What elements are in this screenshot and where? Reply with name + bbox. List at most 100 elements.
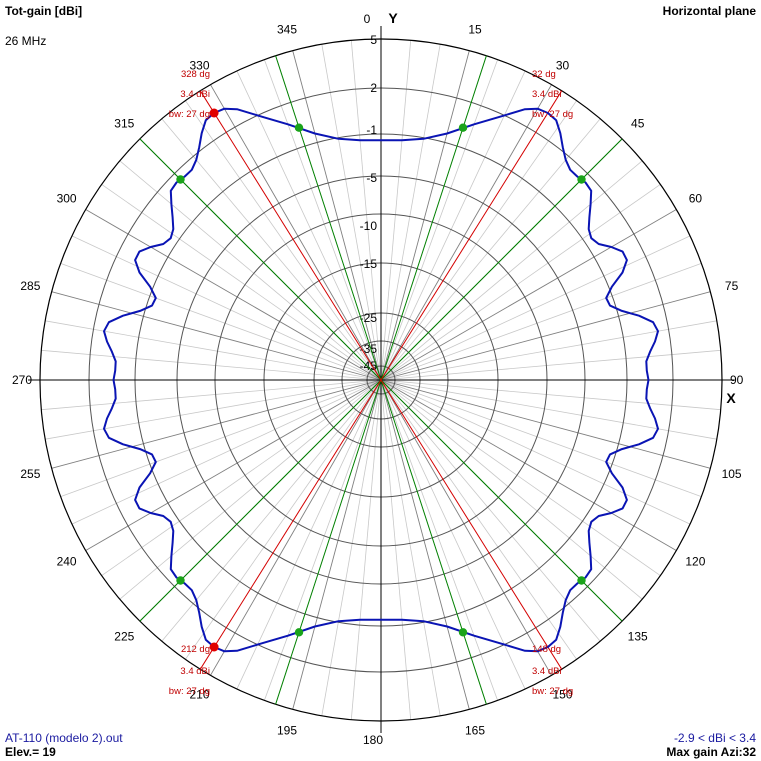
grid-spoke	[119, 379, 382, 600]
grid-spoke-major	[51, 379, 382, 469]
grid-spoke	[264, 59, 382, 381]
grid-spoke	[380, 100, 577, 381]
grid-spoke-major	[210, 84, 382, 381]
grid-spoke	[380, 379, 721, 411]
azimuth-label: 345	[277, 22, 297, 36]
max-gain-marker	[209, 108, 219, 118]
frequency-label: 26 MHz	[5, 34, 47, 48]
max-gain-line	[199, 379, 382, 670]
grid-spoke-major	[85, 379, 382, 551]
grid-spoke	[380, 70, 526, 381]
grid-spoke	[380, 235, 691, 381]
plane-label: Horizontal plane	[662, 4, 756, 18]
azimuth-label: 30	[556, 59, 570, 73]
ring-label: -1	[366, 123, 377, 137]
half-power-marker	[176, 175, 185, 184]
grid-spoke	[380, 379, 577, 660]
grid-spoke	[380, 379, 412, 720]
half-power-line	[275, 55, 382, 381]
half-power-line	[275, 379, 382, 705]
grid-spoke-major	[380, 379, 711, 469]
grid-spoke-major	[380, 84, 552, 381]
grid-spoke	[380, 263, 702, 381]
half-power-marker	[294, 123, 304, 132]
beam-gain-label: 3.4 dBi	[180, 666, 210, 677]
grid-spoke-major	[380, 379, 552, 676]
grid-spoke	[71, 235, 382, 381]
half-power-marker	[458, 628, 468, 637]
azimuth-label: 270	[12, 373, 32, 387]
azimuth-label: 315	[114, 116, 134, 130]
grid-spoke	[350, 40, 382, 381]
grid-spoke	[321, 379, 382, 716]
half-power-line	[380, 379, 487, 705]
grid-spoke	[185, 379, 382, 660]
grid-spoke-major	[380, 379, 677, 551]
grid-spoke	[380, 379, 498, 701]
half-power-line	[380, 55, 487, 381]
chart-title: Tot-gain [dBi]	[5, 4, 83, 18]
grid-spoke	[264, 379, 382, 701]
grid-spoke	[236, 379, 382, 690]
grid-spoke	[71, 379, 382, 525]
azimuth-label: 120	[685, 555, 705, 569]
grid-spoke-major	[51, 291, 382, 381]
ring-label: 5	[370, 33, 377, 47]
grid-spoke	[185, 100, 382, 381]
grid-spoke	[45, 379, 382, 440]
grid-spoke-major	[292, 379, 382, 710]
ring-label: 2	[370, 81, 377, 95]
grid-spoke	[119, 160, 382, 381]
gain-range-label: -2.9 < dBi < 3.4	[673, 731, 756, 745]
y-axis-letter: Y	[388, 10, 398, 26]
grid-spoke	[380, 379, 441, 716]
beam-angle-label: 328 dg	[181, 69, 210, 80]
max-gain-line	[380, 379, 563, 670]
grid-spoke	[236, 70, 382, 381]
half-power-marker	[294, 628, 304, 637]
azimuth-label: 240	[57, 555, 77, 569]
grid-spoke	[350, 379, 382, 720]
beam-angle-label: 148 dg	[532, 644, 561, 655]
max-gain-marker	[209, 642, 219, 652]
azimuth-label: 330	[189, 59, 209, 73]
azimuth-label: 165	[465, 724, 485, 738]
x-axis-letter: X	[726, 390, 736, 406]
grid-spoke	[380, 379, 601, 642]
grid-spoke	[41, 349, 382, 381]
azimuth-label: 285	[20, 279, 40, 293]
grid-spoke-major	[380, 379, 470, 710]
grid-spoke	[60, 379, 382, 497]
grid-spoke	[101, 379, 382, 576]
azimuth-label: 210	[189, 687, 209, 701]
grid-spoke-major	[380, 209, 677, 381]
azimuth-label: 75	[725, 279, 739, 293]
grid-spoke-major	[380, 291, 711, 381]
grid-spoke	[321, 44, 382, 381]
ring-label: -5	[366, 171, 377, 185]
grid-spoke	[380, 320, 717, 381]
beam-angle-label: 212 dg	[181, 644, 210, 655]
grid-spoke-major	[380, 50, 470, 381]
max-gain-line	[199, 90, 382, 381]
beam-gain-label: 3.4 dBi	[180, 89, 210, 100]
beam-gain-label: 3.4 dBi	[532, 666, 562, 677]
grid-spoke	[161, 379, 382, 642]
grid-spoke	[380, 349, 721, 381]
grid-spoke	[161, 118, 382, 381]
azimuth-label: 255	[20, 467, 40, 481]
max-gain-line	[380, 90, 563, 381]
azimuth-label: 90	[730, 373, 744, 387]
grid-spoke-major	[85, 209, 382, 381]
azimuth-label: 300	[57, 192, 77, 206]
grid-spoke	[380, 118, 601, 381]
grid-spoke-major	[210, 379, 382, 676]
grid-spoke-major	[292, 50, 382, 381]
half-power-marker	[577, 175, 586, 184]
max-gain-label: Max gain Azi:32	[666, 745, 756, 759]
azimuth-label: 180	[363, 733, 383, 747]
azimuth-label: 0	[364, 12, 371, 26]
azimuth-label: 45	[631, 116, 645, 130]
grid-spoke	[380, 59, 498, 381]
